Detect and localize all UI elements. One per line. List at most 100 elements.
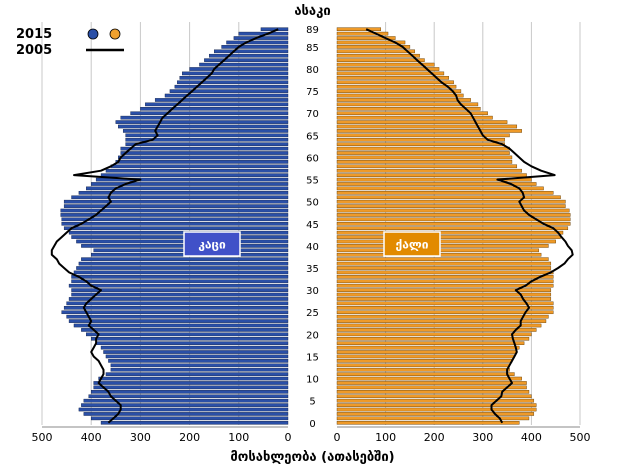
bar-male-2015-age-59 (115, 160, 289, 164)
bar-male-2015-age-18 (95, 341, 289, 345)
bar-female-2015-age-86 (336, 40, 406, 45)
bar-female-2015-age-33 (336, 275, 554, 279)
bar-female-2015-age-40 (336, 244, 549, 248)
bar-female-2015-age-21 (336, 328, 537, 332)
bar-female-2015-age-88 (336, 31, 389, 36)
bar-female-2015-age-83 (336, 53, 420, 58)
bar-male-2015-age-2 (83, 412, 289, 416)
bar-male-2015-age-74 (164, 93, 289, 98)
bar-female-2015-age-72 (336, 102, 479, 107)
bar-male-2015-age-62 (120, 146, 289, 151)
bar-male-2015-age-80 (189, 67, 289, 71)
bar-male-2015-age-41 (76, 239, 289, 244)
x-tick-right-300: 300 (472, 431, 493, 444)
bar-male-2015-age-4 (81, 403, 289, 407)
bar-female-2015-age-53 (336, 186, 544, 191)
bar-male-2015-age-65 (125, 133, 289, 138)
bar-female-2015-age-41 (336, 239, 556, 244)
bar-female-2015-age-23 (336, 319, 547, 323)
bar-female-2015-age-35 (336, 266, 552, 270)
bar-male-2015-age-24 (66, 314, 289, 319)
age-tick-50: 50 (306, 198, 319, 209)
bar-male-2015-age-49 (63, 204, 289, 208)
bar-female-2015-age-64 (336, 137, 505, 142)
age-tick-25: 25 (306, 308, 319, 319)
bar-female-2015-age-43 (336, 230, 564, 235)
bar-female-2015-age-17 (336, 345, 520, 350)
x-tick-left-100: 100 (228, 431, 249, 444)
bar-female-2015-age-58 (336, 164, 518, 169)
bar-female-2015-age-30 (336, 288, 552, 292)
x-tick-right-0: 0 (334, 431, 341, 444)
bar-female-2015-age-6 (336, 394, 532, 399)
bar-female-2015-age-24 (336, 314, 549, 319)
x-tick-left-200: 200 (179, 431, 200, 444)
bar-male-2015-age-54 (90, 182, 289, 186)
bar-female-2015-age-12 (336, 367, 510, 372)
legend-label-2015: 2015 (16, 27, 52, 42)
age-tick-60: 60 (306, 153, 319, 164)
bar-female-2015-age-15 (336, 354, 515, 359)
bar-male-2015-age-32 (71, 279, 289, 284)
bar-male-2015-age-75 (169, 89, 289, 93)
bar-male-2015-age-84 (213, 49, 289, 54)
age-tick-65: 65 (306, 131, 319, 142)
bar-female-2015-age-44 (336, 226, 569, 231)
bar-male-2015-age-45 (61, 221, 289, 226)
bar-male-2015-age-25 (61, 310, 289, 315)
bar-female-2015-age-54 (336, 182, 537, 186)
age-tick-89: 89 (306, 25, 319, 36)
bar-female-2015-age-67 (336, 124, 518, 129)
x-tick-right-100: 100 (375, 431, 396, 444)
bar-female-2015-age-65 (336, 133, 510, 138)
bar-female-2015-age-2 (336, 412, 535, 416)
legend-marker-male-2015 (87, 28, 99, 40)
bar-male-2015-age-61 (120, 151, 289, 155)
bar-female-2015-age-16 (336, 350, 518, 354)
bar-male-2015-age-27 (66, 301, 289, 306)
bar-male-2015-age-66 (122, 129, 289, 133)
age-tick-80: 80 (306, 65, 319, 76)
bar-male-2015-age-10 (98, 376, 289, 381)
bar-male-2015-age-34 (73, 270, 289, 275)
bar-male-2015-age-0 (100, 420, 289, 425)
bar-male-2015-age-12 (110, 367, 289, 372)
bar-female-2015-age-42 (336, 235, 561, 239)
bar-female-2015-age-19 (336, 336, 530, 341)
bar-female-2015-age-60 (336, 155, 513, 160)
panel-label-box-left (183, 231, 241, 257)
bar-female-2015-age-25 (336, 310, 554, 315)
bar-female-2015-age-85 (336, 45, 411, 49)
bar-male-2015-age-36 (78, 261, 289, 266)
age-tick-75: 75 (306, 87, 319, 98)
x-tick-left-0: 0 (285, 431, 292, 444)
bar-male-2015-age-5 (83, 398, 289, 403)
bar-male-2015-age-78 (179, 76, 289, 80)
bar-female-2015-age-36 (336, 261, 552, 266)
bar-male-2015-age-64 (125, 137, 289, 142)
bar-male-2015-age-21 (81, 328, 289, 332)
bar-male-2015-age-53 (86, 186, 289, 191)
bar-female-2015-age-51 (336, 195, 561, 200)
bar-male-2015-age-73 (154, 98, 289, 102)
bar-female-2015-age-74 (336, 93, 464, 98)
bar-female-2015-age-57 (336, 168, 522, 173)
bar-female-2015-age-32 (336, 279, 554, 284)
age-axis-title: ასაკი (294, 4, 330, 19)
bar-female-2015-age-22 (336, 323, 542, 328)
age-tick-15: 15 (306, 352, 319, 363)
bar-female-2015-age-13 (336, 363, 510, 368)
bar-male-2015-age-81 (199, 62, 289, 67)
panel-labels: კაცი ქალი (183, 231, 441, 257)
bar-female-2015-age-73 (336, 98, 471, 102)
bar-male-2015-age-35 (76, 266, 289, 270)
bar-female-2015-age-26 (336, 306, 554, 310)
bar-female-2015-age-10 (336, 376, 522, 381)
panel-label-right: ქალი (395, 238, 428, 252)
bar-female-2015-age-78 (336, 76, 449, 80)
bar-male-2015-age-46 (61, 217, 289, 222)
bar-female-2015-age-52 (336, 191, 554, 195)
bar-male-2015-age-20 (86, 332, 289, 337)
age-tick-35: 35 (306, 264, 319, 275)
